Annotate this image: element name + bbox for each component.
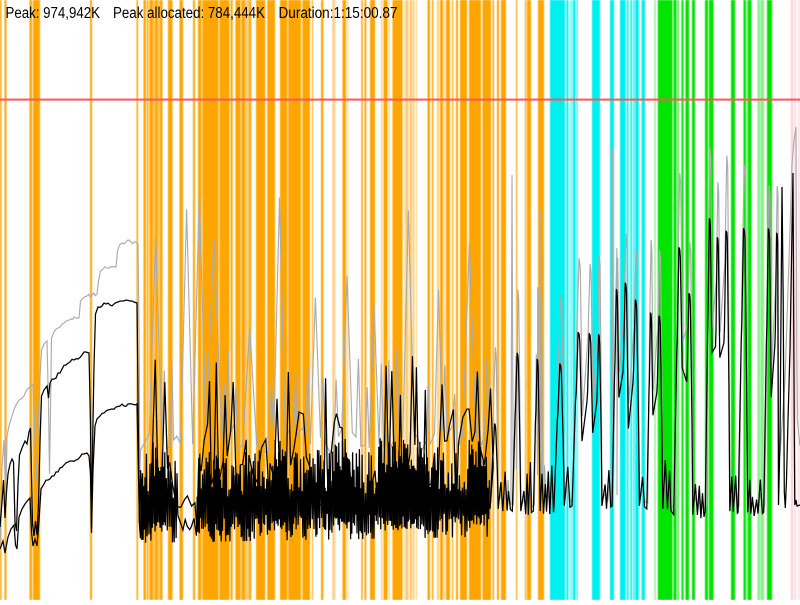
svg-text:Peak: 974,942KPeak allocated:: Peak: 974,942K Peak allocated: 784,444K Du… (6, 5, 398, 22)
